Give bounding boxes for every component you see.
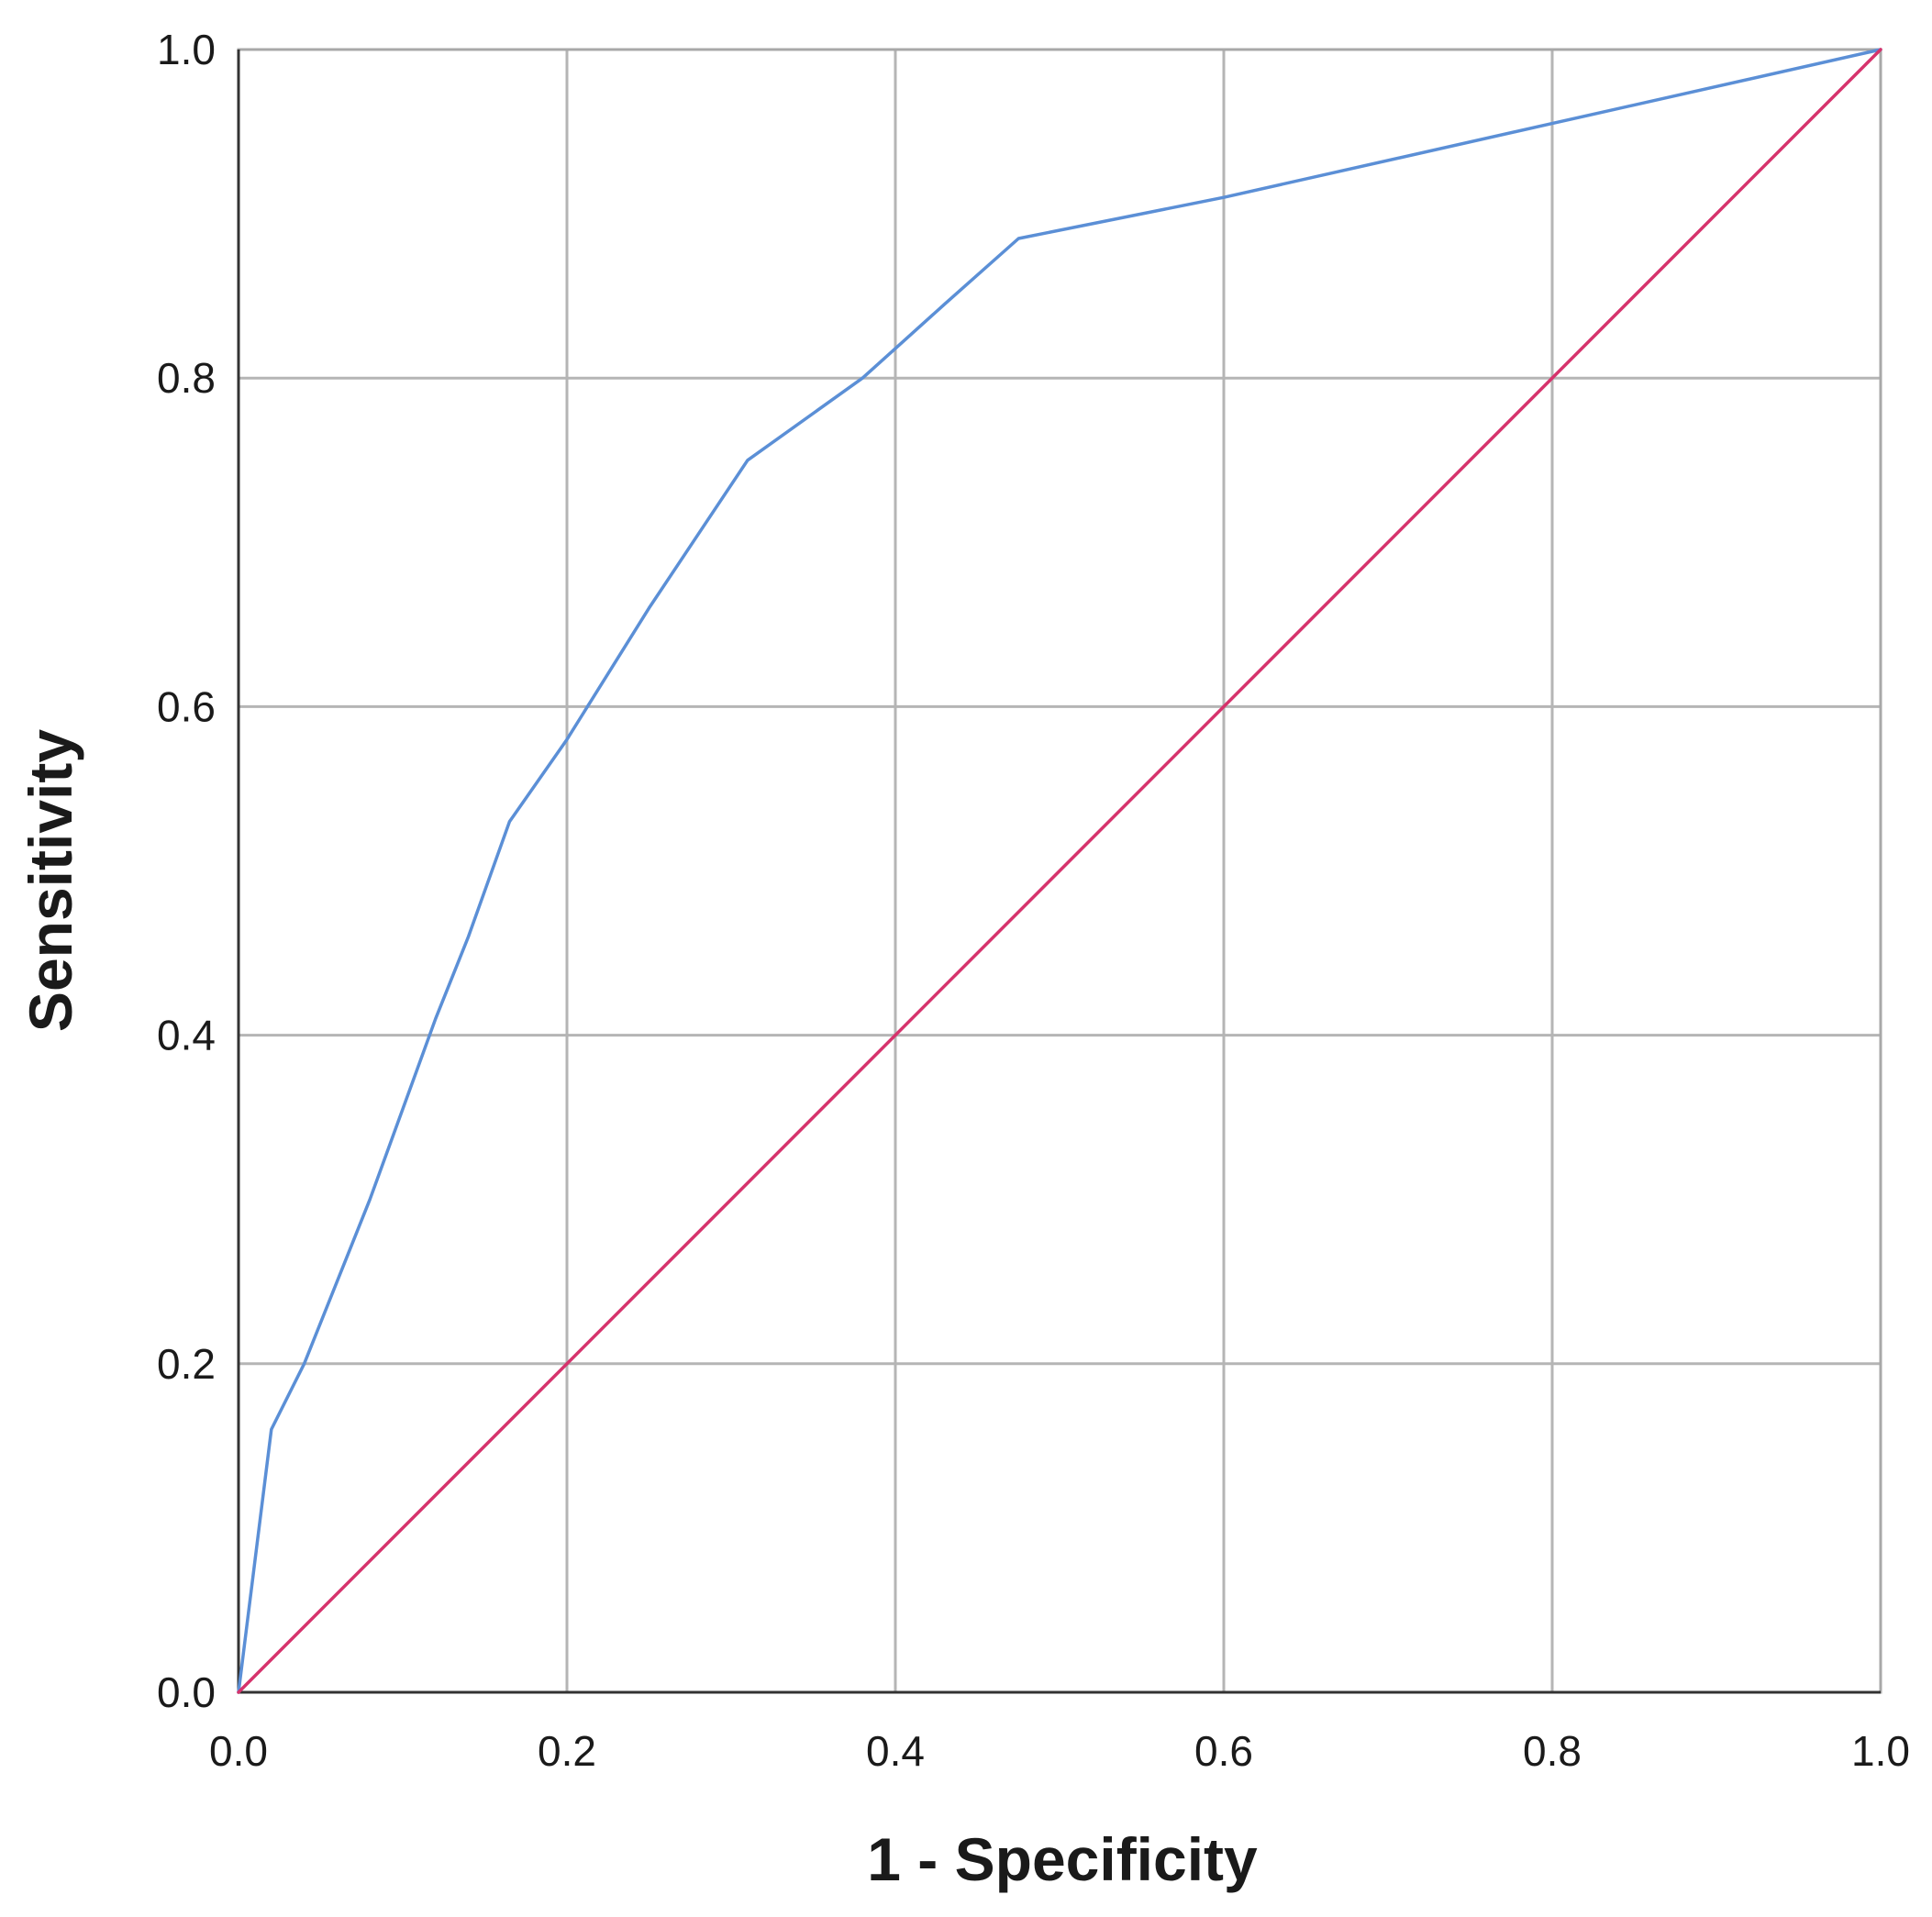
y-tick-label: 0.0: [157, 1668, 216, 1716]
series-lines: [237, 48, 1882, 1694]
x-tick-label: 0.6: [1194, 1727, 1253, 1775]
y-axis-title: Sensitivity: [17, 729, 84, 1032]
x-tick-label: 0.0: [209, 1727, 268, 1775]
x-tick-label: 0.4: [866, 1727, 925, 1775]
y-tick-label: 1.0: [157, 26, 216, 73]
y-tick-label: 0.6: [157, 682, 216, 730]
reference-diagonal-line: [237, 48, 1882, 1694]
y-tick-labels: 0.0 0.2 0.4 0.6 0.8 1.0: [157, 26, 216, 1716]
axes: [237, 48, 1882, 1694]
x-tick-label: 0.8: [1523, 1727, 1582, 1775]
grid-lines: [239, 50, 1881, 1692]
y-tick-label: 0.8: [157, 354, 216, 402]
x-tick-label: 0.2: [538, 1727, 596, 1775]
y-tick-label: 0.2: [157, 1340, 216, 1388]
roc-curve-line: [237, 48, 1882, 1694]
y-tick-label: 0.4: [157, 1012, 216, 1059]
x-tick-labels: 0.0 0.2 0.4 0.6 0.8 1.0: [209, 1727, 1910, 1775]
x-tick-label: 1.0: [1851, 1727, 1910, 1775]
x-axis-title: 1 - Specificity: [867, 1825, 1258, 1893]
